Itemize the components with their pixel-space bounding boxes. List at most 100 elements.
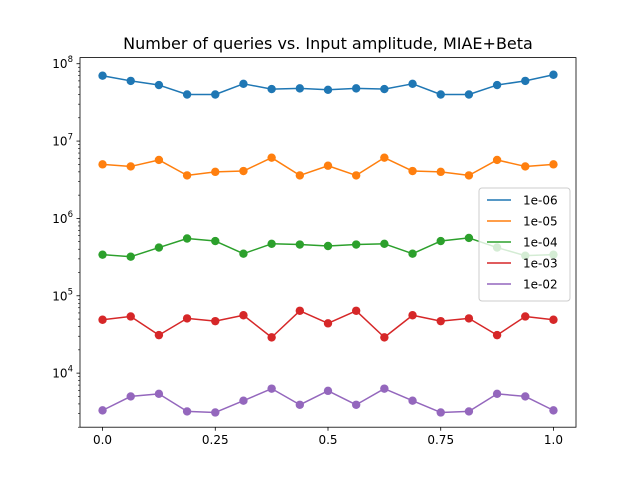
chart-title: Number of queries vs. Input amplitude, M… [123,34,533,53]
data-point [436,408,445,417]
series-3 [98,306,558,342]
data-point [126,162,135,171]
data-point [351,240,361,249]
data-point [211,236,220,246]
y-tick-label: 105 [52,287,73,303]
data-point [549,70,558,79]
data-point [521,392,530,401]
data-point [351,171,361,180]
data-point [295,171,305,180]
series-0 [98,70,558,99]
data-point [211,316,220,326]
x-tick-label: 0.0 [93,433,112,447]
data-point [464,233,474,243]
data-point [239,166,248,176]
y-tick-label: 106 [52,210,73,226]
data-point [98,160,107,169]
data-point [211,408,220,417]
legend-label: 1e-05 [523,215,558,229]
data-point [295,84,305,93]
data-point [154,155,164,165]
y-tick-label: 107 [52,133,73,149]
x-tick-label: 1.0 [544,433,563,447]
plot-area [98,70,558,417]
data-point [98,250,107,259]
series-4 [98,384,558,417]
data-point [464,90,474,99]
data-point [492,80,502,90]
data-point [436,316,445,326]
data-point [521,76,530,86]
data-point [323,386,333,396]
data-point [154,389,164,399]
data-point [211,167,220,177]
data-point [380,153,389,162]
data-point [351,400,361,409]
data-point [182,234,192,243]
data-point [464,171,474,180]
data-point [408,166,417,176]
x-tick-label: 0.25 [202,433,229,447]
data-point [380,84,389,94]
data-point [267,239,276,248]
data-point [239,79,248,89]
data-point [239,311,248,320]
data-point [380,384,389,393]
data-point [351,306,361,315]
data-point [267,384,276,393]
legend-box [478,187,571,302]
data-point [154,330,164,340]
data-point [239,396,248,405]
data-point [211,90,220,99]
data-point [267,333,276,342]
series-1 [98,153,558,180]
y-tick-label: 104 [52,365,73,381]
data-point [126,312,135,321]
y-axis: 104 105 106 107 108 [52,55,80,428]
data-point [436,236,445,246]
legend-label: 1e-06 [523,194,558,208]
data-point [492,330,502,340]
data-point [267,84,276,94]
data-point [239,249,248,258]
data-point [408,249,417,258]
data-point [380,239,389,248]
x-axis: 0.0 0.25 0.5 0.75 1.0 [93,427,563,447]
data-point [521,162,530,171]
data-point [464,407,474,416]
data-point [408,79,417,89]
data-point [549,160,558,169]
data-point [295,306,305,315]
data-point [323,241,333,251]
data-point [408,311,417,320]
data-point [154,80,164,90]
legend: 1e-06 1e-05 1e-04 1e-03 1e-02 [478,187,571,302]
data-point [323,161,333,170]
data-point [295,240,305,249]
data-point [267,153,276,162]
data-point [98,315,107,324]
data-point [98,406,107,415]
data-point [436,167,445,177]
data-point [126,76,135,86]
data-point [126,392,135,401]
data-point [408,396,417,405]
y-tick-label: 108 [52,55,73,71]
data-point [154,243,164,252]
data-point [182,314,192,323]
data-point [323,319,333,328]
data-point [182,407,192,416]
legend-label: 1e-03 [523,257,558,271]
data-point [182,90,192,99]
data-point [549,315,558,324]
x-tick-label: 0.75 [427,433,454,447]
data-point [98,71,107,80]
data-point [436,90,445,99]
data-point [492,389,502,399]
data-point [323,85,333,95]
legend-label: 1e-04 [523,236,558,250]
x-tick-label: 0.5 [318,433,337,447]
data-point [182,171,192,180]
data-point [126,252,135,261]
